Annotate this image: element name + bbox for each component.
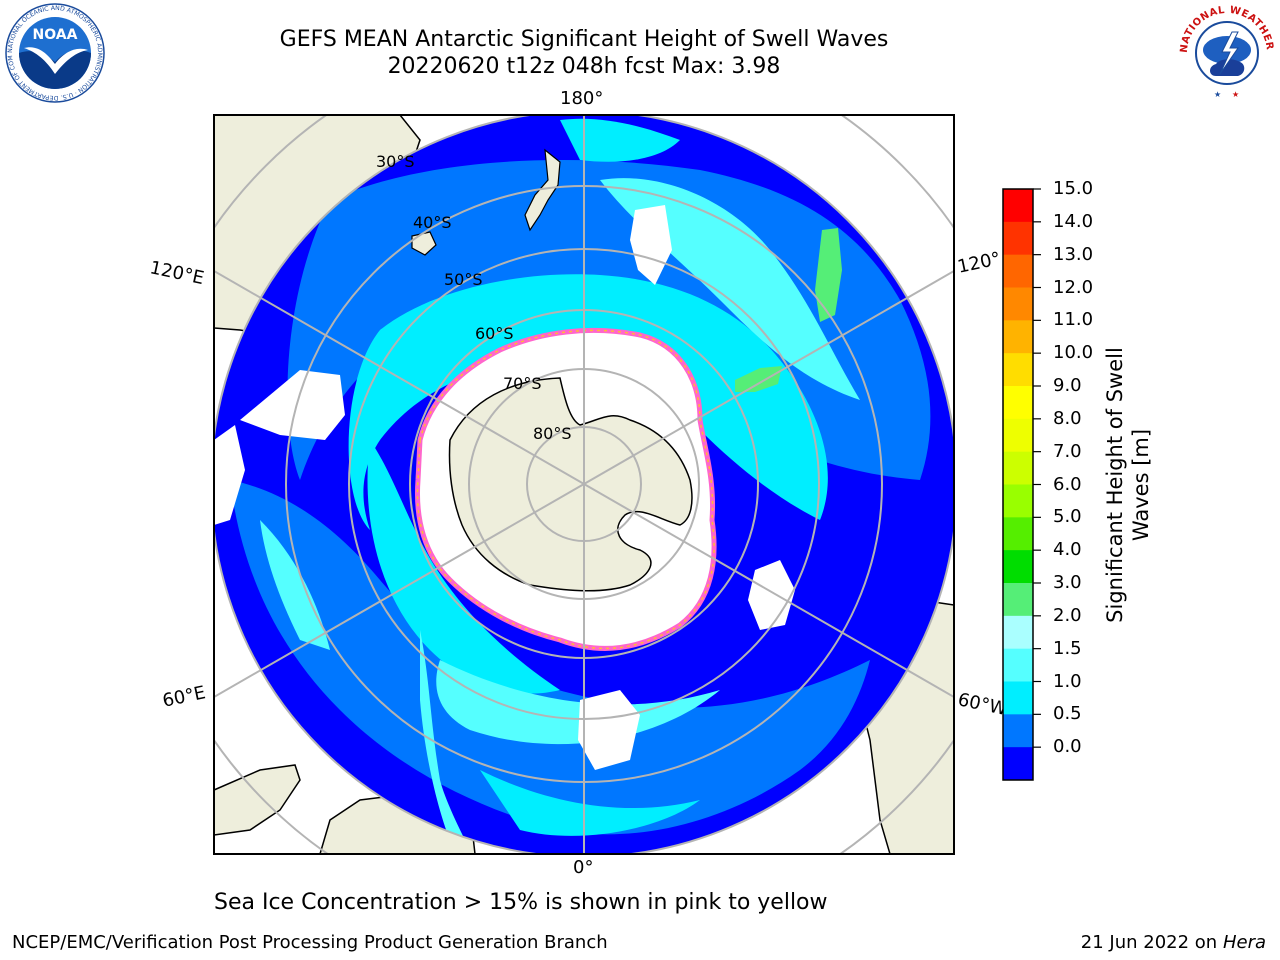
footer-date: 21 Jun 2022 on Hera — [1081, 932, 1266, 953]
colorbar-cell — [1003, 484, 1033, 518]
tasmania-land — [411, 231, 437, 256]
noaa-logo: NATIONAL OCEANIC AND ATMOSPHERIC ADMINIS… — [4, 2, 105, 103]
colorbar-tick-label: 8.0 — [1053, 407, 1082, 429]
swell-field — [214, 118, 931, 852]
colorbar-cell — [1003, 287, 1033, 321]
colorbar-tick-label: 6.0 — [1053, 473, 1082, 495]
lat-label-60s: 60°S — [475, 324, 514, 343]
lat-label-80s: 80°S — [533, 424, 572, 443]
colorbar-cell — [1003, 583, 1033, 617]
lat-label-70s: 70°S — [503, 374, 542, 393]
map-frame — [213, 114, 955, 855]
colorbar-cell — [1003, 418, 1033, 453]
footer-host: Hera — [1222, 932, 1266, 953]
colorbar-cell — [1003, 615, 1033, 650]
lat-label-50s: 50°S — [444, 270, 483, 289]
colorbar-tick-label: 2.0 — [1053, 604, 1082, 626]
colorbar-tick-label: 7.0 — [1053, 440, 1082, 462]
lat-label-40s: 40°S — [413, 213, 452, 232]
caption: Sea Ice Concentration > 15% is shown in … — [214, 890, 828, 915]
colorbar-tick-label: 15.0 — [1053, 178, 1094, 199]
svg-text:★: ★ — [1232, 90, 1239, 99]
colorbar-cell — [1003, 254, 1033, 288]
footer-date-text: 21 Jun 2022 on — [1080, 932, 1218, 953]
africa-land — [214, 764, 301, 836]
colorbar-tick-label: 13.0 — [1053, 243, 1094, 265]
colorbar-tick-label: 0.0 — [1053, 736, 1082, 758]
colorbar-tick-label: 0.5 — [1053, 703, 1082, 725]
colorbar-tick-label: 10.0 — [1053, 342, 1094, 364]
colorbar-cell — [1003, 550, 1033, 584]
colorbar-tick-label: 9.0 — [1053, 375, 1082, 396]
nws-logo: NATIONAL WEATHER SERVICE ★ ★ — [1176, 2, 1276, 102]
colorbar-cell — [1003, 386, 1033, 420]
new-zealand-land — [524, 148, 561, 232]
lat-label-30s: 30°S — [376, 152, 415, 171]
colorbar-cell — [1003, 747, 1033, 781]
colorbar-tick-label: 11.0 — [1053, 309, 1094, 331]
lon-label-180: 180° — [560, 88, 604, 109]
colorbar-cell — [1003, 451, 1033, 485]
colorbar-cell — [1003, 320, 1033, 354]
graticule — [214, 115, 954, 854]
sea-ice-edge-yellow — [416, 329, 715, 650]
colorbar-cell — [1003, 517, 1033, 551]
colorbar-cell — [1003, 221, 1033, 256]
colorbar-tick-label: 1.5 — [1053, 637, 1082, 659]
colorbar-cell — [1003, 714, 1033, 748]
colorbar-tick-label: 4.0 — [1053, 539, 1082, 561]
chart-title: GEFS MEAN Antarctic Significant Height o… — [279, 27, 889, 52]
colorbar-cell — [1003, 189, 1033, 223]
colorbar-tick-label: 12.0 — [1053, 276, 1094, 298]
lon-label-0: 0° — [573, 857, 594, 878]
colorbar-tick-label: 3.0 — [1053, 572, 1082, 593]
footer-credit: NCEP/EMC/Verification Post Processing Pr… — [12, 932, 608, 953]
chart-subtitle: 20220620 t12z 048h fcst Max: 3.98 — [387, 54, 781, 79]
colorbar-label: Significant Height of Swell Waves [m] — [1103, 347, 1153, 623]
colorbar-tick-label: 1.0 — [1053, 670, 1082, 692]
colorbar-cell — [1003, 681, 1033, 715]
svg-text:★: ★ — [1214, 90, 1221, 99]
colorbar-tick-label: 14.0 — [1053, 210, 1094, 232]
colorbar-cell — [1003, 648, 1033, 682]
svg-text:NOAA: NOAA — [33, 27, 78, 43]
colorbar-cell — [1003, 353, 1033, 387]
antarctica-land — [448, 377, 693, 592]
colorbar-tick-label: 5.0 — [1053, 506, 1082, 528]
